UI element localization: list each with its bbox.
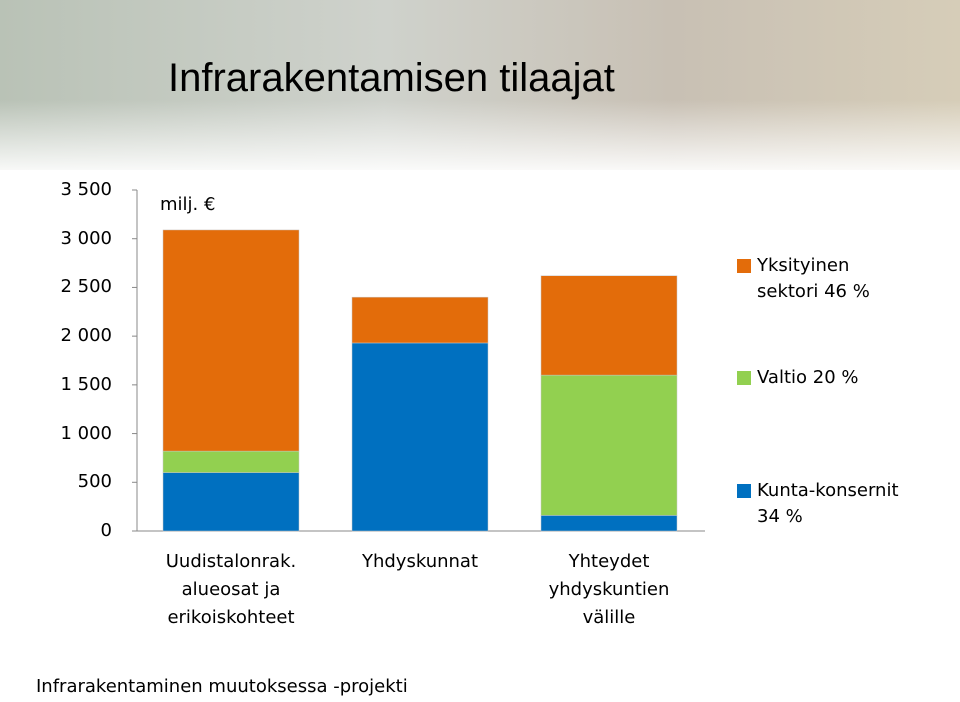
y-tick-label: 1 000	[60, 422, 112, 444]
slide-title: Infrarakentamisen tilaajat	[168, 56, 615, 100]
legend-swatch	[737, 371, 751, 385]
x-tick-label: Uudistalonrak. alueosat ja erikoiskohtee…	[165, 551, 297, 628]
x-tick-label: Yhdyskunnat	[361, 551, 479, 572]
y-tick-label: 3 000	[60, 227, 112, 249]
bar-segment	[162, 472, 300, 532]
legend-label: Yksityinen sektori 46 %	[757, 255, 870, 302]
legend-label: Valtio 20 %	[757, 367, 859, 388]
legend-swatch	[737, 484, 751, 498]
footer: Infrarakentaminen muutoksessa -projekti	[36, 676, 408, 697]
y-tick-label: 1 500	[60, 373, 112, 395]
bar-segment	[162, 450, 300, 473]
x-tick-label: Yhteydet yhdyskuntien välille	[548, 551, 670, 628]
bar-segment	[351, 342, 489, 532]
bar-segment	[162, 229, 300, 452]
header-fade	[0, 100, 960, 170]
bar-segment	[540, 275, 678, 376]
legend-swatch	[737, 259, 751, 273]
legend-label: Kunta-konsernit 34 %	[757, 480, 899, 527]
bar-segment	[540, 515, 678, 532]
bar-segment	[540, 374, 678, 516]
bar-segment	[351, 296, 489, 344]
y-tick-label: 2 000	[60, 325, 112, 347]
y-tick-label: 0	[100, 520, 112, 541]
y-tick-label: 500	[77, 471, 112, 493]
unit-label: milj. €	[160, 194, 216, 215]
y-tick-label: 3 500	[60, 179, 112, 200]
y-tick-label: 2 500	[60, 276, 112, 298]
